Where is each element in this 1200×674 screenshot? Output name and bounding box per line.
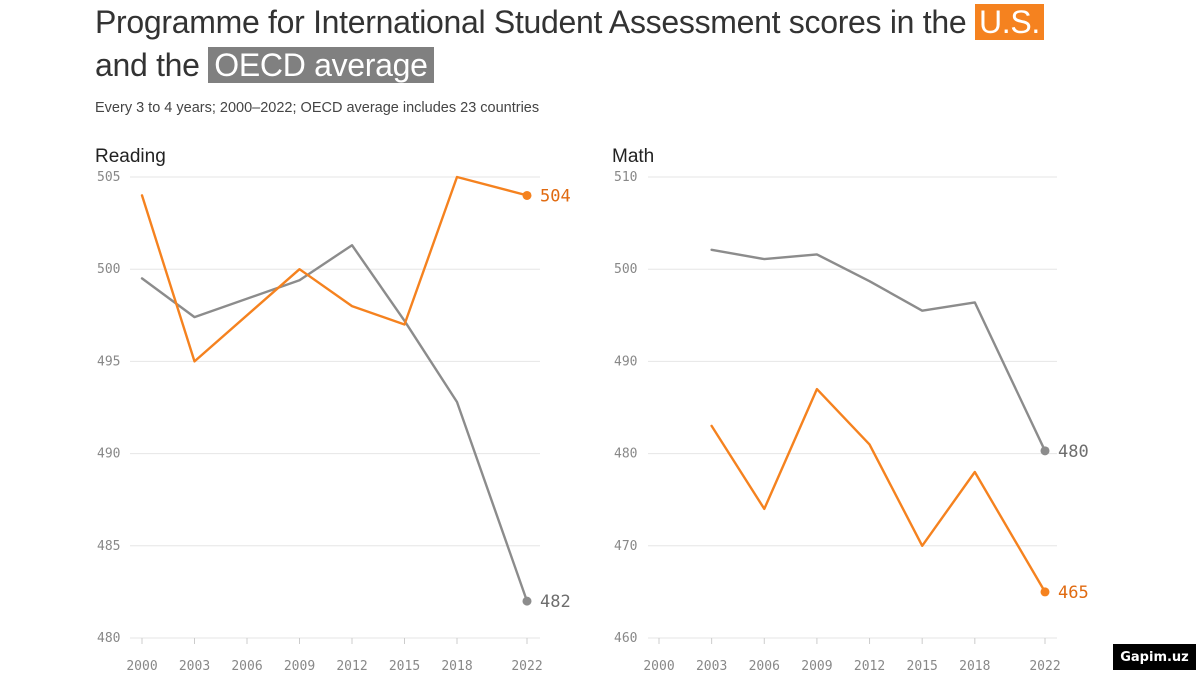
chart-subtitle: Every 3 to 4 years; 2000–2022; OECD aver… — [95, 100, 540, 116]
reading-x-tick-label: 2012 — [336, 659, 367, 674]
math-y-tick-label: 470 — [614, 539, 637, 554]
math-y-tick-label: 490 — [614, 354, 637, 369]
math-x-tick-label: 2009 — [801, 659, 832, 674]
math-x-tick-label: 2018 — [959, 659, 990, 674]
reading-x-tick-label: 2003 — [179, 659, 210, 674]
title-prefix: Programme for International Student Asse… — [95, 4, 967, 40]
reading-x-tick-label: 2022 — [511, 659, 542, 674]
reading-oecd-line — [140, 243, 529, 603]
reading-y-tick-label: 505 — [97, 170, 120, 185]
reading-oecd-point — [522, 596, 532, 606]
math-panel-title: Math — [612, 146, 655, 167]
math-x-tick-label: 2022 — [1029, 659, 1060, 674]
math-us-point — [1040, 587, 1050, 597]
math-x-tick-label: 2003 — [696, 659, 727, 674]
math-us-line — [710, 387, 1047, 594]
reading-x-tick-label: 2000 — [126, 659, 157, 674]
reading-x-tick-label: 2006 — [231, 659, 262, 674]
math-y-tick-label: 480 — [614, 447, 637, 462]
reading-oecd-end-label: 482 — [540, 592, 571, 612]
reading-x-tick-label: 2009 — [284, 659, 315, 674]
math-oecd-point — [1040, 446, 1050, 456]
math-oecd-end-label: 480 — [1058, 442, 1089, 462]
reading-x-tick-label: 2015 — [389, 659, 420, 674]
math-y-tick-label: 500 — [614, 262, 637, 277]
math-y-tick-label: 510 — [614, 170, 637, 185]
reading-us-end-label: 504 — [540, 186, 571, 206]
title-line-1: Programme for International Student Asse… — [95, 0, 1044, 44]
math-x-tick-label: 2000 — [643, 659, 674, 674]
reading-panel-title: Reading — [95, 146, 166, 167]
reading-y-tick-label: 490 — [97, 447, 120, 462]
math-x-tick-label: 2015 — [907, 659, 938, 674]
reading-y-tick-label: 495 — [97, 354, 120, 369]
us-legend-highlight: U.S. — [974, 4, 1044, 40]
oecd-legend-highlight: OECD average — [208, 47, 434, 83]
math-y-tick-label: 460 — [614, 631, 637, 646]
math-x-tick-label: 2012 — [854, 659, 885, 674]
math-us-end-label: 465 — [1058, 583, 1089, 603]
reading-y-tick-label: 485 — [97, 539, 120, 554]
math-x-tick-label: 2006 — [749, 659, 780, 674]
reading-x-tick-label: 2018 — [441, 659, 472, 674]
title-line-2: and the OECD average — [95, 43, 434, 87]
reading-y-tick-label: 480 — [97, 631, 120, 646]
reading-y-tick-label: 500 — [97, 262, 120, 277]
math-oecd-line — [710, 248, 1047, 452]
brand-watermark: Gapim.uz — [1113, 644, 1196, 670]
reading-us-point — [522, 190, 532, 200]
title-and-the: and the — [95, 47, 200, 83]
